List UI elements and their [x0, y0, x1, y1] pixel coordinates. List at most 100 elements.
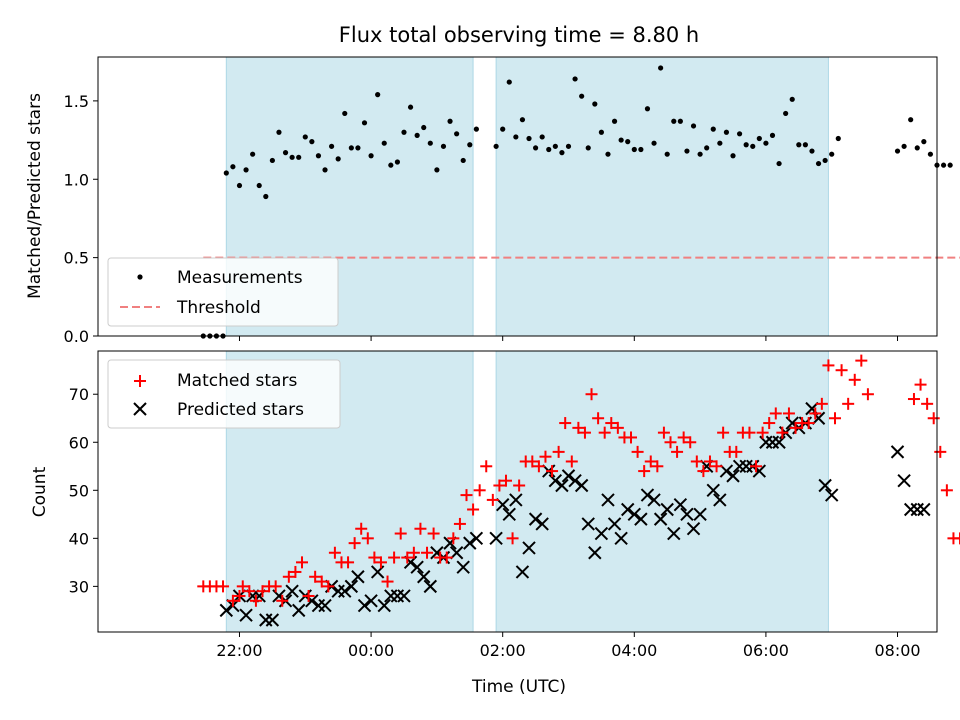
predicted-star-point-b [423, 579, 438, 594]
matched-star-point [289, 565, 302, 578]
bottom-y-axis-label: Count [30, 466, 50, 517]
measurement-point [289, 154, 295, 160]
predicted-star-point-b [897, 473, 911, 488]
x-tick-label: 00:00 [348, 641, 394, 660]
predicted-star-point-b [752, 464, 767, 478]
matched-star-point [513, 479, 526, 492]
matched-star-point [954, 532, 960, 545]
legend-matched-label: Matched stars [177, 371, 297, 391]
predicted-star-point [384, 589, 398, 603]
matched-star-point [934, 445, 947, 458]
measurement-point [835, 135, 841, 142]
measurement-point [447, 118, 453, 124]
matched-star-point [776, 426, 789, 439]
predicted-star-point-b [357, 598, 372, 613]
measurement-point [769, 132, 776, 138]
predicted-star-point [706, 483, 720, 498]
predicted-star-point [502, 507, 516, 522]
matched-star-point [717, 426, 730, 439]
matched-star-point [565, 455, 578, 468]
measurement-point [500, 126, 506, 132]
matched-star-point [309, 570, 322, 583]
predicted-star-point-b [653, 512, 668, 526]
measurement-point [776, 160, 782, 167]
predicted-star-point-b [318, 598, 332, 613]
predicted-star-point-b [601, 493, 615, 507]
predicted-star-point-b [581, 517, 595, 531]
matched-star-point [815, 397, 828, 410]
measurement-point [605, 151, 611, 157]
measurement-point [763, 140, 769, 146]
matched-star-point [233, 589, 246, 602]
predicted-star-point-b [739, 459, 753, 473]
predicted-star-point-b [561, 469, 576, 483]
measurement-points [200, 65, 953, 339]
top-panel: 0.0 0.5 1.0 1.5 Matched/Predicted stars Mea… [25, 56, 960, 346]
matched-star-point [355, 522, 368, 535]
measurement-point [717, 140, 723, 146]
x-tick-label: 08:00 [874, 641, 920, 660]
predicted-star-point [311, 598, 326, 613]
predicted-star-point [509, 493, 523, 507]
predicted-star-point-b [634, 512, 648, 526]
predicted-star-point-b [568, 473, 582, 488]
predicted-star-point [522, 541, 536, 555]
predicted-star-point [680, 507, 694, 522]
predicted-star-point-b [495, 498, 510, 512]
predicted-star-point [535, 517, 549, 531]
measurement-point [440, 143, 447, 149]
measurement-point [592, 101, 598, 107]
predicted-star-point [574, 478, 589, 493]
predicted-star-point [239, 608, 253, 622]
bottom-y-tick-label: 70 [69, 385, 89, 404]
measurement-point [736, 131, 743, 137]
predicted-star-point [357, 598, 372, 613]
matched-star-point [368, 551, 381, 564]
matched-star-point [315, 575, 328, 588]
matched-star-point [809, 407, 822, 420]
predicted-star-point-b [627, 507, 642, 522]
x-tick-label: 04:00 [611, 641, 657, 660]
measurement-point [723, 129, 730, 135]
bottom-plot-frame [97, 350, 938, 633]
measurement-point [454, 131, 460, 137]
chart-title: Flux total observing time = 8.80 h [339, 23, 699, 47]
predicted-star-point-b [903, 502, 918, 517]
predicted-star-point [653, 512, 668, 526]
measurement-point [335, 156, 341, 162]
predicted-star-point [291, 603, 306, 618]
measurement-point [756, 135, 762, 142]
matched-star-point [440, 551, 453, 564]
predicted-star-point-b [910, 502, 924, 517]
matched-star-point [842, 397, 855, 410]
predicted-star-point [351, 570, 365, 584]
predicted-star-point-b [430, 546, 444, 560]
matched-star-point [453, 517, 466, 530]
matched-star-point [226, 594, 239, 607]
x-tick-label: 02:00 [480, 641, 526, 660]
matched-star-point [684, 436, 697, 449]
matched-star-point [276, 594, 289, 607]
predicted-star-point [390, 589, 405, 603]
predicted-star-point-b [686, 522, 701, 536]
matched-star-point [532, 460, 545, 473]
predicted-star-point-b [719, 464, 734, 478]
top-y-ticks: 0.0 0.5 1.0 1.5 [64, 92, 98, 346]
matched-star-point [480, 460, 493, 473]
measurement-point [940, 162, 947, 168]
measurement-point [223, 170, 229, 176]
predicted-star-point [344, 579, 359, 594]
matched-star-point [414, 522, 427, 535]
predicted-star-point [607, 517, 622, 531]
matched-star-point [611, 421, 624, 434]
matched-star-point [703, 455, 716, 468]
matched-star-point [927, 412, 940, 425]
matched-star-point [394, 527, 407, 540]
predicted-star-point [732, 459, 747, 473]
measurement-point [243, 167, 249, 173]
predicted-star-point [673, 498, 688, 512]
predicted-star-point [259, 613, 273, 627]
matched-star-point [822, 359, 835, 372]
legend-predicted-label: Predicted stars [177, 400, 304, 420]
measurement-point [809, 148, 815, 154]
